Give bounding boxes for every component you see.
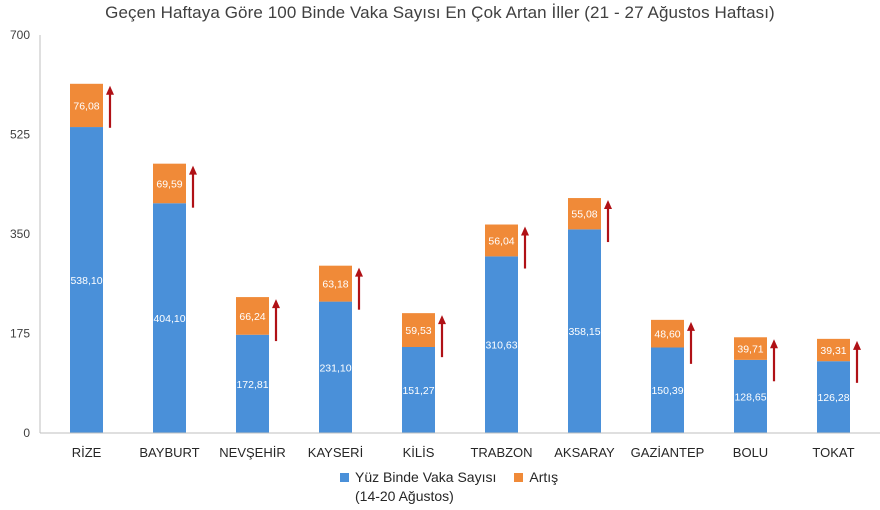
bar-base <box>817 361 850 433</box>
bar-increase <box>485 224 518 257</box>
legend-label-base: Yüz Binde Vaka Sayısı (14-20 Ağustos) <box>355 469 497 504</box>
x-category-label: TRABZON <box>470 445 532 460</box>
increase-arrow-head <box>604 200 612 210</box>
bar-increase <box>402 313 435 347</box>
y-tick-label: 350 <box>10 227 30 241</box>
y-axis: 0 175 350 525 700 <box>10 28 41 440</box>
increase-arrow-head <box>438 315 446 325</box>
bar-increase-label: 59,53 <box>405 325 431 337</box>
bar-base <box>485 256 518 433</box>
bar-increase-label: 66,24 <box>239 311 265 323</box>
x-category-label: GAZİANTEP <box>631 445 705 460</box>
bar-base-label: 172,81 <box>236 379 268 391</box>
increase-arrow-head <box>189 165 197 175</box>
x-category-label: AKSARAY <box>554 445 615 460</box>
legend-swatch-base <box>340 473 349 482</box>
bar-base-label: 231,10 <box>319 362 351 374</box>
y-tick-label: 525 <box>10 128 30 142</box>
bar-increase <box>319 265 352 302</box>
bar-base <box>568 229 601 433</box>
x-category-label: KAYSERİ <box>308 445 363 460</box>
bar-increase-label: 39,71 <box>737 344 763 356</box>
bar-increase <box>817 338 850 362</box>
y-tick-label: 700 <box>10 28 30 42</box>
bar-increase <box>153 163 186 204</box>
legend-item-base: Yüz Binde Vaka Sayısı (14-20 Ağustos) <box>340 468 496 506</box>
legend-label-increase: Artış <box>529 469 559 485</box>
bar-increase-label: 69,59 <box>156 178 182 190</box>
bar-base-label: 404,10 <box>153 313 185 325</box>
bar-increase-label: 48,60 <box>654 329 680 341</box>
chart-title: Geçen Haftaya Göre 100 Binde Vaka Sayısı… <box>105 3 775 22</box>
bars: 538,10 76,08 404,10 69,59 172,81 66,24 231,10 6… <box>70 83 861 434</box>
bar-base <box>734 359 767 433</box>
x-category-label: BAYBURT <box>139 445 199 460</box>
y-tick-label: 175 <box>10 327 30 341</box>
bar-base-label: 358,15 <box>568 326 600 338</box>
bar-increase-label: 56,04 <box>488 235 514 247</box>
bar-base-label: 150,39 <box>651 385 683 397</box>
bar-increase-label: 63,18 <box>322 279 348 291</box>
bar-base <box>651 347 684 433</box>
x-category-label: RİZE <box>72 445 102 460</box>
bar-base-label: 151,27 <box>402 385 434 397</box>
bar-increase <box>651 319 684 348</box>
bar-increase-label: 76,08 <box>73 100 99 112</box>
increase-arrow-head <box>521 226 529 236</box>
bar-base-label: 310,63 <box>485 340 517 352</box>
x-category-label: KİLİS <box>403 445 435 460</box>
bar-base <box>402 346 435 433</box>
x-category-label: BOLU <box>733 445 768 460</box>
increase-arrow-head <box>770 339 778 349</box>
bar-increase <box>236 297 269 335</box>
bar-base-label: 126,28 <box>817 392 849 404</box>
y-tick-label: 0 <box>23 426 30 440</box>
bar-base <box>70 127 103 434</box>
bar-base <box>319 301 352 433</box>
bar-increase <box>70 83 103 128</box>
increase-arrow-head <box>272 299 280 309</box>
bar-base <box>236 334 269 433</box>
bar-increase <box>734 337 767 360</box>
bar-base-label: 538,10 <box>70 275 102 287</box>
legend: Yüz Binde Vaka Sayısı (14-20 Ağustos) Ar… <box>340 468 558 506</box>
x-category-label: NEVŞEHİR <box>219 445 285 460</box>
increase-arrow-head <box>106 85 114 95</box>
bar-base <box>153 203 186 433</box>
bar-base-label: 128,65 <box>734 391 766 403</box>
increase-arrow-head <box>355 267 363 277</box>
increase-arrow-head <box>853 340 861 350</box>
x-axis: RİZE BAYBURT NEVŞEHİR KAYSERİ KİLİS TRABZON AK… <box>40 432 880 460</box>
x-category-label: TOKAT <box>812 445 854 460</box>
legend-swatch-increase <box>514 473 524 482</box>
legend-item-increase: Artış <box>514 468 558 506</box>
bar-increase <box>568 198 601 230</box>
bar-increase-label: 55,08 <box>571 209 597 221</box>
increase-arrow-head <box>687 321 695 331</box>
bar-increase-label: 39,31 <box>820 345 846 357</box>
